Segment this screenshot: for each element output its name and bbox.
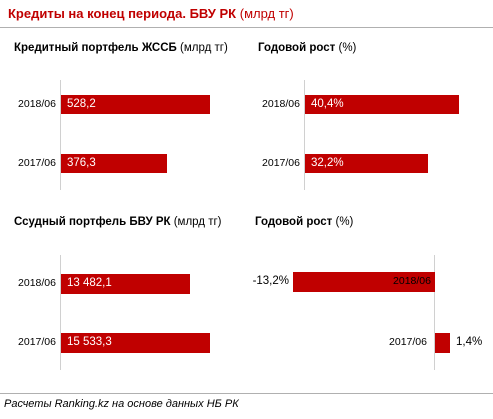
- panel-1-bar: [61, 154, 167, 173]
- panel-4-bar: [435, 333, 450, 353]
- panel-4-axis: [434, 255, 435, 370]
- panel-3-title-unit: (млрд тг): [173, 216, 222, 228]
- panel-4-title: Годовой рост (%): [255, 216, 353, 228]
- panel-1-data-label: 376,3: [67, 156, 96, 169]
- panel-4-bar: [293, 272, 435, 292]
- panel-1-title: Кредитный портфель ЖССБ (млрд тг): [14, 42, 228, 54]
- panel-4-category-label: 2017/06: [389, 336, 427, 348]
- source-note: Расчеты Ranking.kz на основе данных НБ Р…: [4, 398, 239, 410]
- panel-1-data-label: 528,2: [67, 97, 96, 110]
- panel-3-category-label: 2017/06: [18, 336, 56, 348]
- panel-3-title: Ссудный портфель БВУ РК (млрд тг): [14, 216, 222, 228]
- chart-title-unit: (млрд тг): [239, 6, 294, 21]
- chart-title-main: Кредиты на конец периода. БВУ РК: [8, 6, 237, 21]
- panel-3-title-bold: Ссудный портфель БВУ РК: [14, 216, 171, 228]
- panel-4-data-label: -13,2%: [252, 275, 289, 287]
- panel-2-category-label: 2018/06: [262, 97, 300, 110]
- footer-divider: [0, 393, 493, 394]
- chart-title: Кредиты на конец периода. БВУ РК (млрд т…: [8, 6, 294, 21]
- panel-3-data-label: 15 533,3: [67, 336, 112, 348]
- panel-3-category-label: 2018/06: [18, 277, 56, 289]
- panel-4-category-label: 2018/06: [393, 275, 431, 287]
- panel-2-bar: [305, 95, 459, 114]
- panel-4-title-bold: Годовой рост: [255, 216, 333, 228]
- panel-2-title-unit: (%): [338, 42, 357, 54]
- panel-1-bar: [61, 95, 210, 114]
- panel-1-title-bold: Кредитный портфель ЖССБ: [14, 42, 177, 54]
- panel-1-category-label: 2017/06: [18, 156, 56, 169]
- panel-2-data-label: 40,4%: [311, 97, 344, 110]
- panel-4-title-unit: (%): [335, 216, 354, 228]
- panel-2-category-label: 2017/06: [262, 156, 300, 169]
- panel-2-title: Годовой рост (%): [258, 42, 356, 54]
- panel-2-title-bold: Годовой рост: [258, 42, 336, 54]
- panel-2-bar: [305, 154, 428, 173]
- panel-4-data-label: 1,4%: [456, 336, 483, 348]
- panel-2-data-label: 32,2%: [311, 156, 344, 169]
- panel-1-axis: [60, 80, 61, 190]
- panel-1-category-label: 2018/06: [18, 97, 56, 110]
- panel-3-data-label: 13 482,1: [67, 277, 112, 289]
- panel-1-title-unit: (млрд тг): [180, 42, 228, 54]
- panel-3-bar: [61, 274, 190, 294]
- title-divider: [0, 27, 493, 28]
- panel-3-axis: [60, 255, 61, 370]
- panel-3-bar: [61, 333, 210, 353]
- panel-2-axis: [304, 80, 305, 190]
